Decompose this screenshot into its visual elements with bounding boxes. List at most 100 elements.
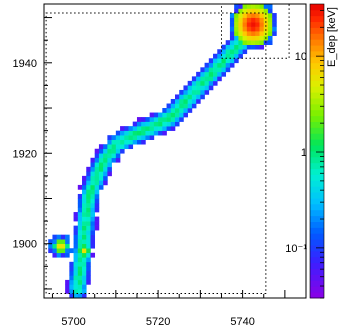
heatmap-cell	[179, 117, 184, 122]
heatmap-cell	[213, 62, 218, 68]
heatmap-cell	[255, 8, 260, 14]
colorbar-step	[310, 80, 324, 87]
heatmap-cell	[179, 112, 184, 118]
heatmap-cell	[103, 148, 108, 154]
heatmap-cell	[77, 270, 83, 276]
heatmap-cell	[73, 243, 79, 249]
heatmap-cell	[251, 35, 256, 41]
heatmap-cell	[242, 44, 248, 50]
heatmap-cell	[213, 53, 218, 59]
heatmap-cell	[221, 53, 227, 59]
heatmap-cell	[136, 121, 142, 127]
heatmap-cell	[90, 243, 96, 249]
colorbar-step	[310, 92, 324, 99]
colorbar-step	[310, 280, 324, 287]
heatmap-cell	[103, 171, 108, 177]
heatmap-cell	[90, 221, 96, 226]
heatmap-cell	[60, 234, 66, 240]
heatmap-cell	[120, 135, 125, 140]
heatmap-cell	[77, 279, 83, 285]
heatmap-cell	[229, 35, 235, 41]
heatmap-cell	[82, 252, 87, 258]
heatmap-cell	[238, 4, 243, 9]
heatmap-cell	[90, 184, 96, 190]
heatmap-cell	[132, 135, 138, 140]
heatmap-cell	[229, 40, 235, 45]
heatmap-cell	[191, 103, 197, 109]
heatmap-cell	[86, 257, 91, 263]
heatmap-cell	[267, 17, 273, 23]
heatmap-cell	[238, 13, 243, 18]
heatmap-cell	[86, 243, 91, 249]
heatmap-cell	[242, 35, 248, 41]
heatmap-cell	[251, 31, 256, 36]
heatmap-cell	[82, 207, 87, 213]
heatmap-cell	[259, 35, 265, 41]
heatmap-cell	[191, 98, 197, 104]
colorbar-step	[310, 56, 324, 64]
heatmap-cell	[246, 4, 252, 9]
heatmap-cell	[166, 126, 172, 131]
heatmap-cell	[242, 22, 248, 27]
colorbar-step	[310, 74, 324, 81]
heatmap-cell	[56, 239, 62, 245]
heatmap-cell	[251, 8, 256, 14]
heatmap-cell	[77, 225, 83, 231]
heatmap-cell	[107, 157, 112, 163]
heatmap-cell	[82, 275, 87, 281]
colorbar-step	[310, 221, 324, 228]
heatmap-cell	[251, 22, 256, 27]
colorbar-tick-label: 10⁻¹	[285, 243, 307, 255]
heatmap-cell	[90, 193, 96, 199]
heatmap-cell	[255, 17, 260, 23]
heatmap-cell	[86, 230, 91, 235]
dotted-box	[220, 3, 290, 59]
heatmap-cell	[238, 53, 243, 59]
colorbar-step	[310, 198, 324, 205]
heatmap-cell	[115, 135, 121, 140]
heatmap-cell	[225, 62, 231, 68]
heatmap-cell	[120, 148, 125, 154]
heatmap-cell	[246, 22, 252, 27]
heatmap-cell	[77, 212, 83, 217]
heatmap-cell	[73, 212, 79, 217]
heatmap-cell	[82, 257, 87, 263]
heatmap-cell	[98, 166, 104, 172]
heatmap-cell	[82, 293, 87, 299]
heatmap-cell	[86, 270, 91, 276]
heatmap-cell	[65, 239, 70, 245]
heatmap-cell	[145, 135, 150, 140]
heatmap-cell	[52, 248, 57, 254]
heatmap-cell	[124, 130, 129, 136]
heatmap-cell	[132, 139, 138, 145]
heatmap-cell	[263, 17, 269, 23]
heatmap-cell	[204, 67, 210, 73]
heatmap-cell	[77, 284, 83, 290]
colorbar-tick-label: 1	[301, 147, 307, 159]
colorbar-step	[310, 192, 324, 199]
heatmap-cell	[217, 71, 222, 77]
heatmap-cell	[170, 108, 176, 113]
heatmap-cell	[86, 266, 91, 272]
heatmap-cell	[94, 221, 100, 226]
colorbar-step	[310, 133, 324, 140]
colorbar-step	[310, 227, 324, 234]
heatmap-cell	[86, 252, 91, 258]
heatmap-cell	[73, 261, 79, 267]
heatmap-cell	[234, 44, 239, 50]
heatmap-cell	[77, 261, 83, 267]
heatmap-cell	[124, 144, 129, 150]
heatmap-cell	[107, 135, 112, 140]
heatmap-cell	[56, 243, 62, 249]
heatmap-cell	[179, 94, 184, 100]
heatmap-cell	[94, 175, 100, 181]
heatmap-cell	[217, 53, 222, 59]
heatmap-cell	[86, 275, 91, 281]
heatmap-cell	[149, 130, 155, 136]
heatmap-cell	[242, 26, 248, 32]
heatmap-cell	[272, 26, 277, 32]
heatmap-cell	[94, 166, 100, 172]
heatmap-cell	[77, 252, 83, 258]
heatmap-cell	[52, 234, 57, 240]
